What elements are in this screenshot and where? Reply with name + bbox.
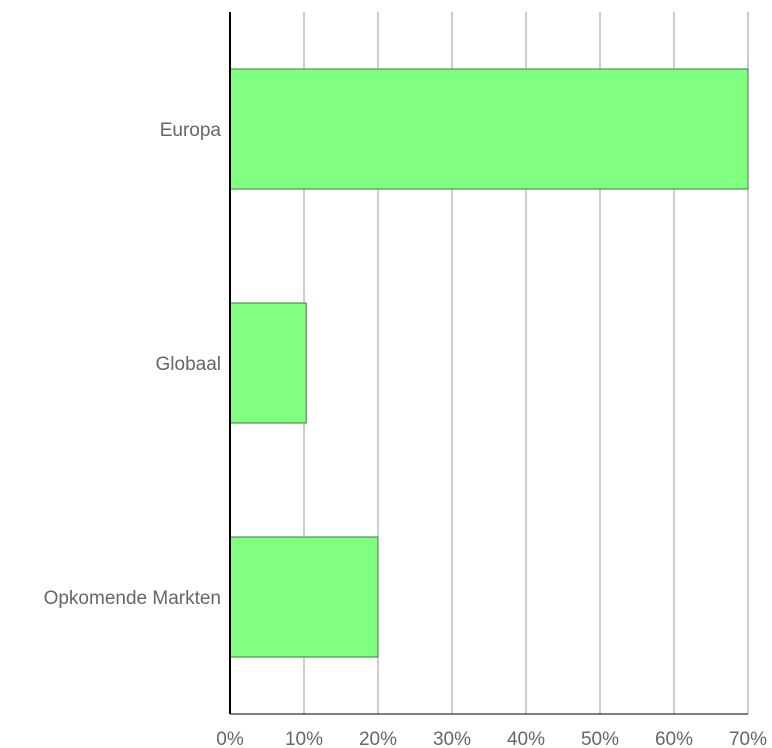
bars: [229, 68, 749, 658]
x-tick-label: 40%: [507, 729, 545, 748]
x-tick-label: 30%: [433, 729, 471, 748]
category-labels: Europa Globaal Opkomende Markten: [44, 120, 222, 609]
x-tick-label: 20%: [359, 729, 397, 748]
x-tick-label: 60%: [655, 729, 693, 748]
category-label: Globaal: [156, 354, 222, 375]
x-tick-label: 50%: [581, 729, 619, 748]
x-tick-label: 0%: [216, 729, 244, 748]
category-label: Opkomende Markten: [44, 588, 221, 609]
x-tick-label: 10%: [285, 729, 323, 748]
category-label: Europa: [160, 120, 222, 141]
bar: [229, 302, 307, 424]
bar: [229, 68, 749, 190]
axes: [229, 12, 748, 715]
tick-labels: 0% 10% 20% 30% 40% 50% 60% 70%: [216, 729, 767, 748]
bar: [229, 536, 379, 658]
x-tick-label: 70%: [729, 729, 767, 748]
